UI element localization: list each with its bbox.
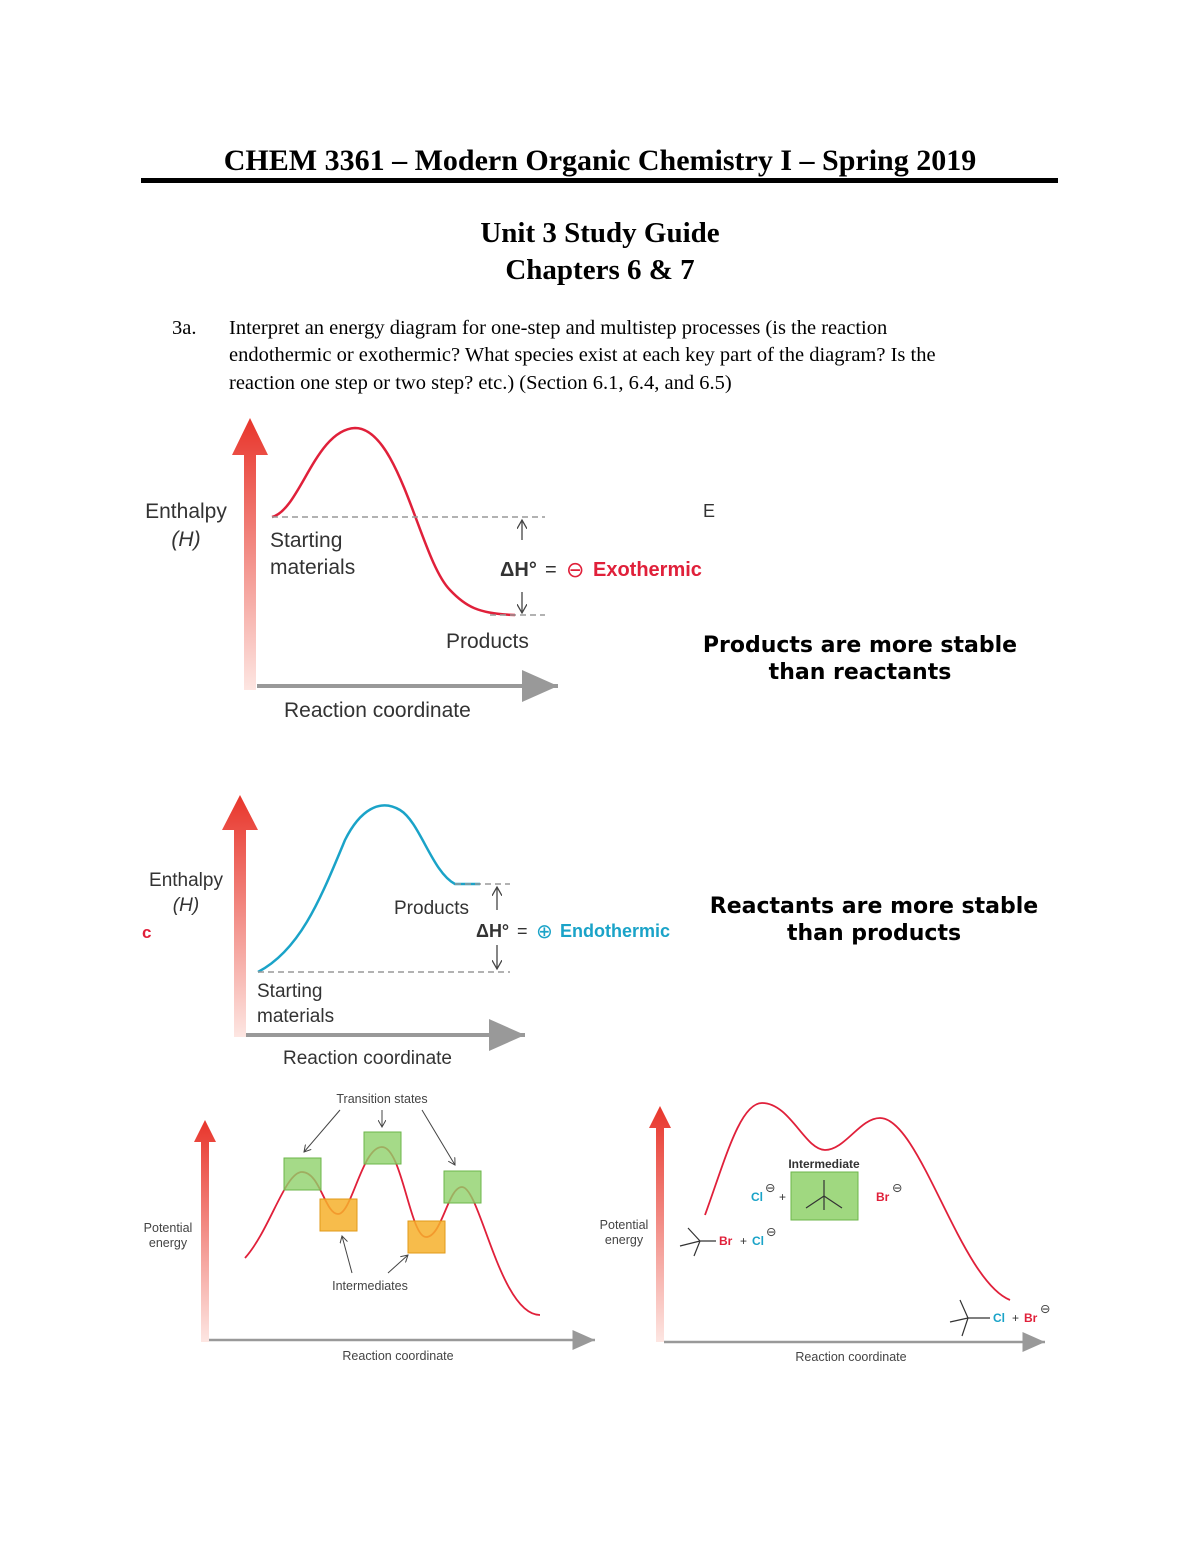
energy-curve [271, 426, 516, 617]
energy-curve [257, 804, 480, 974]
delta-label: ΔH° [500, 559, 537, 581]
axis-label: Enthalpy [145, 500, 227, 523]
exothermic-diagram: Enthalpy (H) Starting materials Products… [145, 418, 1017, 722]
pointer [342, 1236, 353, 1274]
subtitle: Chapters 6 & 7 [505, 254, 694, 286]
axis-label: Reaction coordinate [283, 1048, 452, 1069]
delta-label: ΔH° [476, 921, 509, 941]
species: Br [876, 1190, 890, 1204]
axis-label: (H) [173, 895, 199, 916]
energy-curve [704, 1102, 1011, 1301]
sn1-diagram: Intermediate Cl ⊖ + Br ⊖ Br + Cl ⊖ Cl + … [600, 1102, 1050, 1364]
axis-label: energy [149, 1236, 188, 1250]
axis-arrow [222, 795, 258, 1037]
state-label: Starting [270, 529, 342, 552]
species: Cl [751, 1190, 763, 1204]
endothermic-diagram: Enthalpy (H) c Products ΔH° = ⊕ Endother… [142, 795, 1038, 1069]
axis-label: Reaction coordinate [284, 699, 471, 722]
equals: = [517, 921, 528, 941]
rule [141, 178, 1058, 183]
transition-state-box [363, 1131, 402, 1165]
label: Intermediates [332, 1279, 408, 1293]
note: than products [787, 921, 961, 946]
axis-label: Potential [600, 1218, 649, 1232]
plus: + [740, 1234, 747, 1248]
species: Br [1024, 1311, 1038, 1325]
species: Br [719, 1234, 733, 1248]
species: Cl [993, 1311, 1005, 1325]
item-text: Interpret an energy diagram for one-step… [229, 317, 887, 339]
item-text: reaction one step or two step? etc.) (Se… [229, 372, 732, 394]
axis-arrow [232, 418, 268, 690]
charge: ⊖ [892, 1181, 902, 1195]
equals: = [545, 559, 557, 581]
axis-label: (H) [171, 528, 200, 551]
result-label: Exothermic [593, 559, 702, 581]
pointer [304, 1109, 341, 1152]
state-label: Products [446, 630, 529, 653]
pointer [421, 1109, 455, 1165]
note: than reactants [769, 660, 952, 685]
transition-state-box [283, 1157, 322, 1191]
intermediate-box [319, 1198, 358, 1232]
charge: ⊖ [765, 1181, 775, 1195]
label: Intermediate [788, 1157, 860, 1171]
subtitle: Unit 3 Study Guide [480, 217, 719, 249]
plus: + [1012, 1311, 1019, 1325]
plus: + [779, 1190, 786, 1204]
species: Cl [752, 1234, 764, 1248]
item-text: endothermic or exothermic? What species … [229, 344, 936, 366]
item-number: 3a. [172, 317, 196, 339]
axis-arrow [649, 1106, 671, 1342]
axis-label: Potential [144, 1221, 193, 1235]
title: CHEM 3361 – Modern Organic Chemistry I –… [224, 144, 976, 177]
stray-text: E [703, 501, 715, 521]
axis-label: energy [605, 1233, 644, 1247]
charge: ⊖ [1040, 1302, 1050, 1316]
label: Transition states [336, 1092, 427, 1106]
charge: ⊖ [766, 1225, 776, 1239]
pointer [387, 1255, 408, 1274]
sign: ⊖ [566, 557, 584, 582]
axis-label: Enthalpy [149, 870, 223, 891]
stray-text: c [142, 923, 151, 942]
transition-state-box [443, 1170, 482, 1204]
axis-label: Reaction coordinate [795, 1350, 906, 1364]
axis-arrow [194, 1120, 216, 1342]
multistep-diagram: Transition states Intermediates Potentia… [144, 1092, 595, 1363]
molecule [679, 1180, 990, 1337]
result-label: Endothermic [560, 921, 670, 941]
note: Reactants are more stable [710, 894, 1038, 919]
sign: ⊕ [536, 921, 553, 943]
state-label: materials [257, 1006, 334, 1027]
state-label: Starting [257, 981, 322, 1002]
note: Products are more stable [703, 633, 1017, 658]
state-label: materials [270, 556, 355, 579]
axis-label: Reaction coordinate [342, 1349, 453, 1363]
state-label: Products [394, 898, 469, 919]
intermediate-box [407, 1220, 446, 1254]
